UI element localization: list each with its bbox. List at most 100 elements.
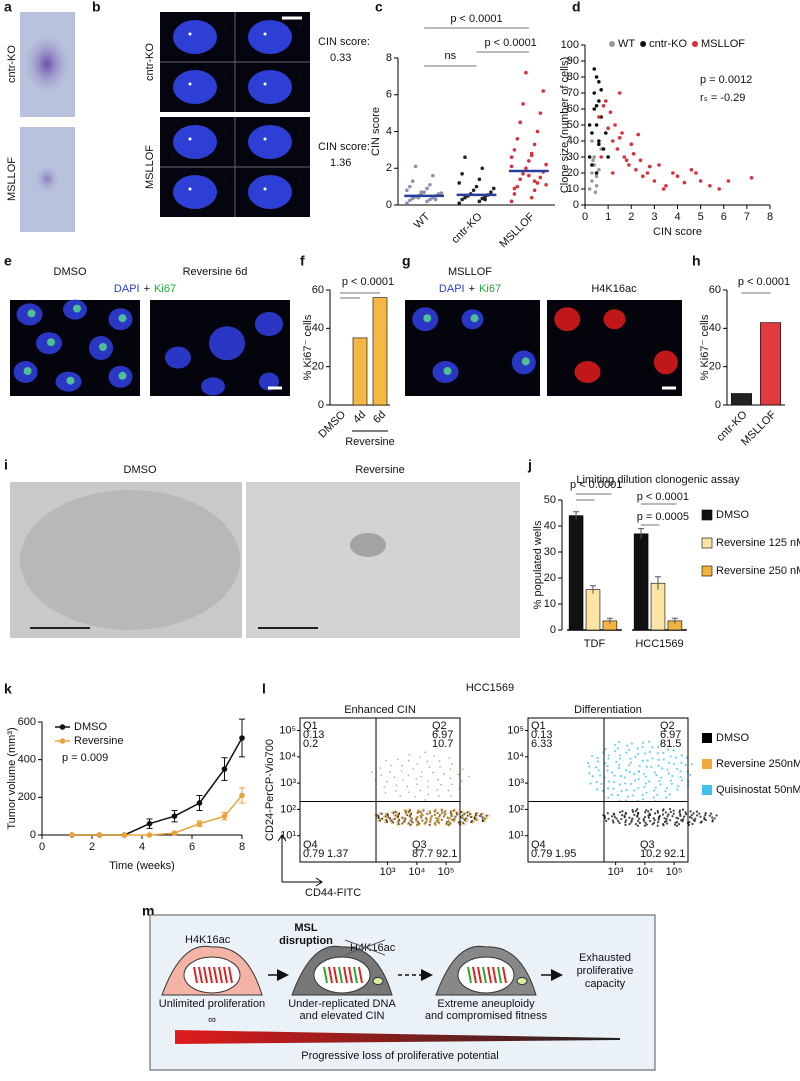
dot — [474, 184, 479, 189]
point — [604, 131, 608, 135]
dot — [263, 187, 267, 191]
event — [470, 812, 473, 815]
event — [416, 783, 418, 785]
event — [633, 779, 637, 782]
event — [429, 816, 433, 819]
event — [617, 767, 621, 770]
colony — [20, 490, 240, 630]
label: CD44-FITC — [305, 887, 361, 899]
chromosome — [198, 966, 203, 984]
chromosome — [203, 966, 208, 984]
point — [631, 152, 636, 156]
event — [481, 816, 484, 819]
point — [590, 179, 594, 183]
label: 1.36 — [330, 157, 351, 169]
event — [631, 808, 634, 812]
event — [681, 808, 685, 811]
dot — [538, 111, 543, 115]
bar — [650, 582, 666, 631]
event — [396, 758, 399, 761]
event — [393, 776, 396, 779]
y-tick-label: 40 — [544, 520, 556, 532]
event — [420, 775, 422, 778]
label: Reversine 6d — [183, 266, 248, 278]
event — [396, 811, 400, 815]
dot — [422, 190, 426, 194]
event — [636, 820, 640, 823]
event — [614, 750, 617, 753]
event — [444, 812, 447, 815]
event — [699, 821, 702, 824]
event — [690, 816, 693, 820]
point — [592, 107, 597, 111]
quadrant-name: Q2 — [660, 720, 675, 732]
event — [416, 821, 419, 824]
event — [427, 793, 430, 796]
plot-frame — [299, 717, 461, 863]
label: Limiting dilution clonogenic assay — [576, 474, 740, 486]
nucleus — [313, 956, 371, 994]
ki67 — [118, 314, 127, 323]
event — [402, 821, 405, 824]
event — [688, 773, 692, 776]
dot — [483, 197, 487, 202]
point — [146, 820, 153, 827]
event — [379, 767, 382, 769]
event — [657, 818, 660, 821]
x-tick-label: 10³ — [608, 866, 624, 878]
y-tick-label: 30 — [544, 546, 556, 558]
dot — [535, 129, 540, 134]
point — [617, 91, 622, 95]
dot — [509, 155, 514, 160]
event — [618, 754, 622, 757]
nucleus — [173, 125, 217, 159]
stain-part: + — [469, 283, 475, 295]
quadrant-name: Q4 — [303, 839, 318, 851]
nucleus — [259, 372, 279, 391]
event — [676, 788, 679, 791]
dot — [512, 148, 517, 152]
point — [629, 142, 634, 146]
point — [636, 132, 640, 137]
y-axis-label: Tumor volume (mm³) — [6, 727, 18, 829]
dot — [457, 201, 462, 205]
panel-label: a — [4, 0, 12, 15]
event — [631, 817, 634, 820]
event — [638, 821, 642, 825]
colony — [33, 163, 61, 195]
event — [454, 818, 457, 821]
event — [668, 808, 672, 811]
event — [391, 811, 394, 814]
point — [597, 139, 601, 143]
x-tick-label: 6d — [371, 409, 388, 426]
event — [673, 823, 677, 826]
ki67 — [73, 304, 81, 313]
event — [408, 808, 411, 811]
event — [681, 820, 684, 823]
label: disruption — [279, 935, 333, 947]
event — [684, 811, 687, 814]
y-tick-label: 0 — [30, 829, 36, 841]
chromosome — [223, 966, 228, 984]
point — [594, 75, 599, 79]
event — [708, 814, 711, 817]
label: Progressive loss of proliferative potent… — [301, 1050, 498, 1062]
event — [476, 813, 479, 817]
event — [713, 817, 716, 820]
event — [390, 821, 393, 825]
event — [704, 813, 707, 817]
event — [388, 819, 392, 823]
point — [661, 187, 666, 191]
event — [624, 821, 627, 824]
ki67 — [47, 338, 55, 347]
dot — [263, 32, 267, 36]
point — [239, 792, 245, 799]
event — [637, 770, 641, 773]
dot — [518, 120, 522, 125]
event — [601, 789, 604, 792]
y-tick-label: 10⁵ — [279, 724, 296, 736]
quadrant-value: 6.97 — [432, 729, 453, 741]
event — [679, 775, 682, 779]
event — [651, 757, 654, 760]
quadrant-value: 87.7 — [412, 848, 433, 860]
